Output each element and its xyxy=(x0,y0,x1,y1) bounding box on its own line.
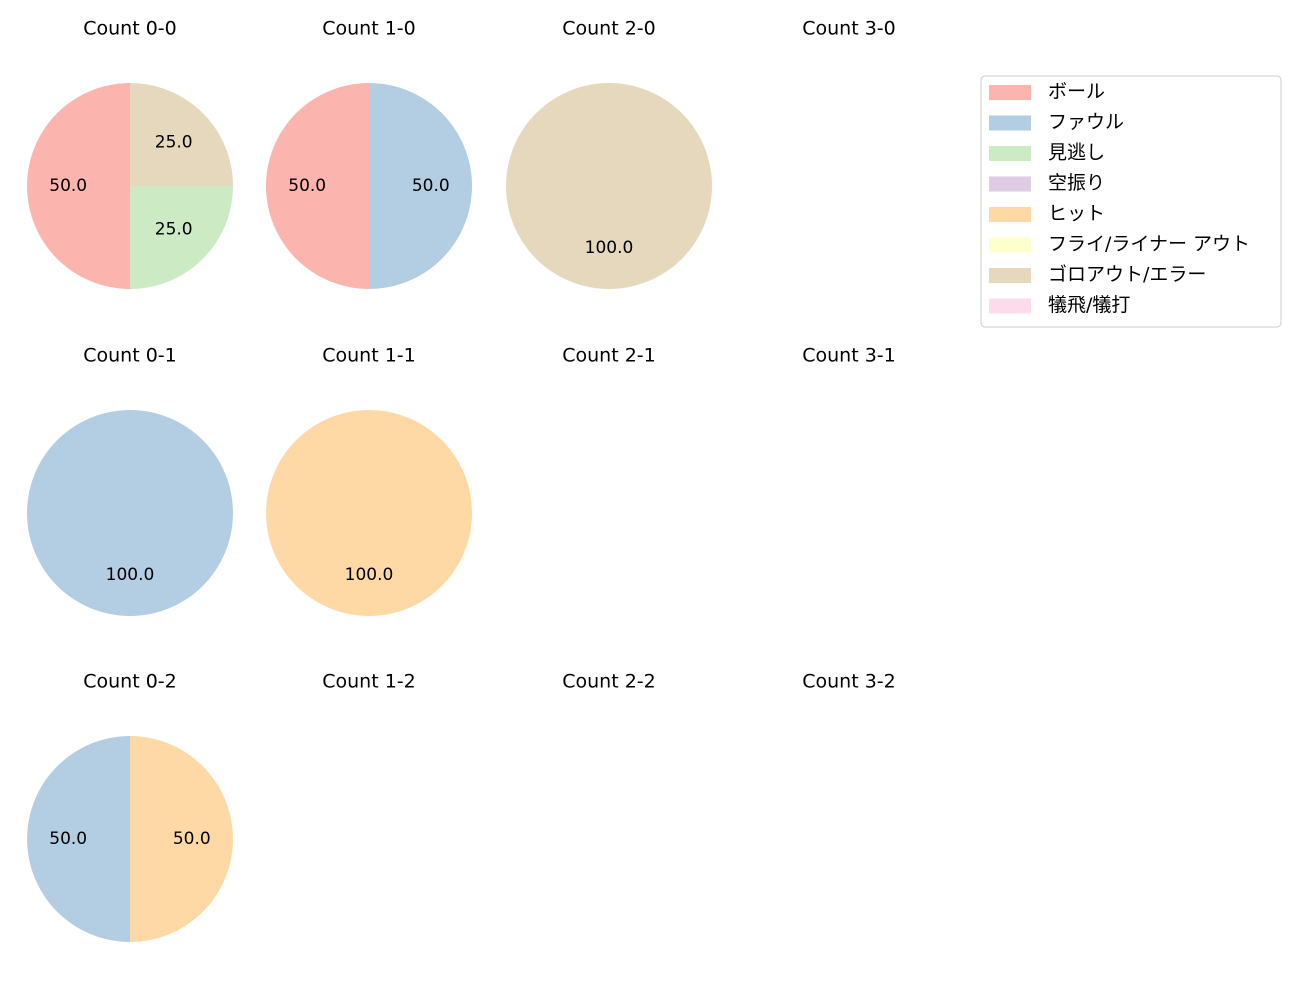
pie-slice xyxy=(506,83,712,289)
panel-title: Count 2-2 xyxy=(562,671,656,693)
pie-slice xyxy=(266,83,369,289)
legend-item: 空振り xyxy=(989,172,1105,194)
panel-title: Count 3-0 xyxy=(802,18,896,40)
pie-panel: Count 2-1 xyxy=(562,345,656,367)
pie-slice xyxy=(130,83,233,186)
panel-title: Count 0-0 xyxy=(83,18,177,40)
legend-swatch xyxy=(989,207,1031,222)
panel-title: Count 1-1 xyxy=(322,345,416,367)
legend-swatch xyxy=(989,237,1031,253)
pie-panel: Count 0-0 50.0 25.0 25.0 xyxy=(27,18,233,289)
legend-label: ファウル xyxy=(1048,111,1124,133)
legend-item: 犠飛/犠打 xyxy=(989,294,1130,316)
pie-slice xyxy=(27,736,130,942)
pie-panel: Count 2-0 100.0 xyxy=(506,18,712,289)
legend-item: ゴロアウト/エラー xyxy=(989,264,1206,286)
pie-panel: Count 3-0 xyxy=(802,18,896,40)
legend-label: フライ/ライナー アウト xyxy=(1048,233,1250,255)
legend-swatch xyxy=(989,176,1031,192)
panel-title: Count 1-0 xyxy=(322,18,416,40)
slice-label: 50.0 xyxy=(49,176,87,196)
pie-slice xyxy=(27,410,233,616)
pie-slice xyxy=(369,83,472,289)
panel-title: Count 3-1 xyxy=(802,345,896,367)
slice-label: 25.0 xyxy=(155,132,193,152)
legend-label: ゴロアウト/エラー xyxy=(1048,264,1206,286)
legend-item: 見逃し xyxy=(989,142,1105,164)
legend-item: ファウル xyxy=(989,111,1124,133)
legend-label: 見逃し xyxy=(1048,142,1105,164)
pie-panel: Count 0-1 100.0 xyxy=(27,345,233,616)
slice-label: 50.0 xyxy=(49,829,87,849)
pie-panel: Count 1-2 xyxy=(322,671,416,693)
legend-label: 犠飛/犠打 xyxy=(1048,294,1130,316)
legend-swatch xyxy=(989,298,1031,314)
legend-swatch xyxy=(989,146,1031,161)
slice-label: 25.0 xyxy=(155,220,193,240)
panel-title: Count 1-2 xyxy=(322,671,416,693)
pie-slice xyxy=(266,410,472,616)
panel-title: Count 0-2 xyxy=(83,671,177,693)
pie-panel: Count 1-0 50.0 50.0 xyxy=(266,18,472,289)
panel-title: Count 2-0 xyxy=(562,18,656,40)
pie-panel: Count 2-2 xyxy=(562,671,656,693)
panel-title: Count 0-1 xyxy=(83,345,177,367)
panel-title: Count 2-1 xyxy=(562,345,656,367)
slice-label: 50.0 xyxy=(412,176,450,196)
panel-title: Count 3-2 xyxy=(802,671,896,693)
legend-label: ボール xyxy=(1048,81,1105,103)
pie-slice xyxy=(130,186,233,289)
slice-label: 100.0 xyxy=(106,565,155,585)
legend-box xyxy=(980,75,1282,328)
pie-panel: Count 0-2 50.0 50.0 xyxy=(27,671,233,942)
legend-item: ボール xyxy=(989,81,1105,103)
pie-slice xyxy=(130,736,233,942)
slice-label: 100.0 xyxy=(585,238,634,258)
legend-swatch xyxy=(989,85,1031,100)
legend-label: 空振り xyxy=(1048,172,1105,194)
pie-panel: Count 3-2 xyxy=(802,671,896,693)
slice-label: 100.0 xyxy=(345,565,394,585)
legend-item: ヒット xyxy=(989,203,1105,225)
pie-panel: Count 1-1 100.0 xyxy=(266,345,472,616)
slice-label: 50.0 xyxy=(173,829,211,849)
legend-swatch xyxy=(989,115,1031,131)
slice-label: 50.0 xyxy=(288,176,326,196)
legend-swatch xyxy=(989,268,1031,283)
pie-panel: Count 3-1 xyxy=(802,345,896,367)
legend-item: フライ/ライナー アウト xyxy=(989,233,1250,255)
legend-label: ヒット xyxy=(1048,203,1105,225)
pie-slice xyxy=(27,83,130,289)
